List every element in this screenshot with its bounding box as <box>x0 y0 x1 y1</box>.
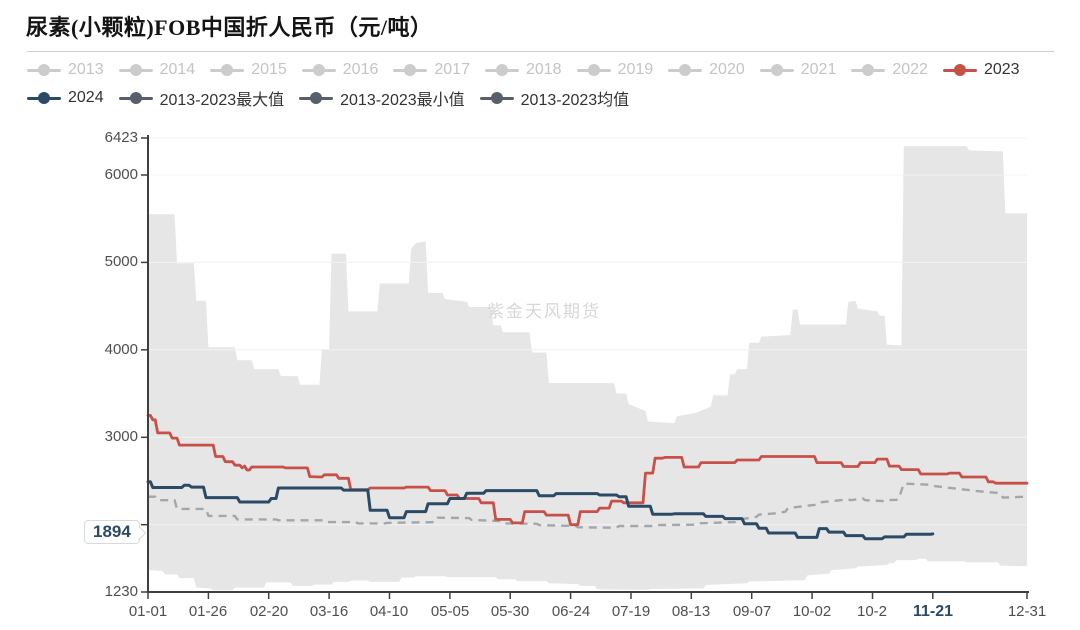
x-axis-label-04-10: 04-10 <box>369 603 409 620</box>
legend-line-dot-icon <box>301 64 336 76</box>
x-axis-label-05-05: 05-05 <box>430 603 470 620</box>
x-axis-label-03-16: 03-16 <box>309 603 349 620</box>
y-axis-label-4000: 4000 <box>104 341 138 358</box>
legend-line-dot-icon <box>851 64 886 76</box>
series-2023 <box>146 413 1029 527</box>
legend-line-dot-icon <box>668 64 703 76</box>
legend-item-2024[interactable]: 2024 <box>27 89 104 107</box>
legend-line-dot-icon <box>27 92 61 104</box>
x-axis-label-11-21: 11-21 <box>912 603 954 620</box>
legend-item-2021[interactable]: 2021 <box>759 61 837 79</box>
legend-line-dot-icon <box>393 64 428 76</box>
y-axis-label-6000: 6000 <box>104 166 138 183</box>
y-axis-label-6423: 6423 <box>104 129 138 146</box>
legend-label: 2021 <box>800 61 837 78</box>
legend-item-2020[interactable]: 2020 <box>668 61 745 79</box>
legend-label: 2017 <box>434 61 470 78</box>
legend-label: 2013 <box>68 61 104 78</box>
legend-label: 2013-2023最小值 <box>340 92 465 109</box>
title-divider <box>27 51 1054 52</box>
x-axis-label-05-30: 05-30 <box>490 603 530 620</box>
legend-label: 2018 <box>525 61 562 78</box>
x-axis-label-01-26: 01-26 <box>188 603 228 620</box>
legend-label: 2014 <box>159 61 196 78</box>
legend-item-2015[interactable]: 2015 <box>210 61 287 79</box>
y-axis-label-3000: 3000 <box>104 428 138 445</box>
legend-line-dot-icon <box>576 64 611 76</box>
legend-line-dot-icon <box>210 64 245 76</box>
legend-row-1: 2013 2014 2015 2016 2017 2018 2019 2020 2021 2022… <box>27 57 1070 83</box>
y-axis-label-5000: 5000 <box>104 253 138 270</box>
legend-line-dot-icon <box>299 92 334 104</box>
legend-item-2013-2023均值[interactable]: 2013-2023均值 <box>479 86 630 110</box>
chart-title: 尿素(小颗粒)FOB中国折人民币（元/吨） <box>26 15 433 40</box>
legend-line-dot-icon <box>118 92 153 104</box>
legend-item-2016[interactable]: 2016 <box>301 61 379 79</box>
x-axis-label-09-07: 09-07 <box>732 603 772 620</box>
legend-label: 2013-2023最大值 <box>159 92 285 109</box>
legend-item-2013[interactable]: 2013 <box>27 61 104 79</box>
x-axis-label-08-13: 08-13 <box>671 603 711 620</box>
legend-label: 2020 <box>709 61 745 78</box>
legend-item-2013-2023最小值[interactable]: 2013-2023最小值 <box>299 86 465 110</box>
legend-item-2019[interactable]: 2019 <box>576 61 654 79</box>
current-value-badge: 1894 <box>84 520 140 544</box>
legend-label: 2023 <box>983 61 1020 78</box>
x-axis-label-07-19: 07-19 <box>611 603 651 620</box>
legend-label: 2013-2023均值 <box>520 92 630 109</box>
x-axis-label-01-01: 01-01 <box>128 603 168 620</box>
x-axis-label-12-31: 12-31 <box>1007 603 1047 620</box>
legend-line-dot-icon <box>479 92 514 104</box>
legend-label: 2022 <box>892 61 928 78</box>
mean-line <box>148 482 1028 529</box>
legend-label: 2015 <box>251 61 287 78</box>
legend-item-2022[interactable]: 2022 <box>851 61 928 79</box>
legend-item-2023[interactable]: 2023 <box>942 61 1020 79</box>
legend-item-2018[interactable]: 2018 <box>484 61 562 79</box>
minmax-band <box>148 146 1027 591</box>
x-axis-label-06-24: 06-24 <box>551 603 591 620</box>
legend-label: 2019 <box>617 61 654 78</box>
legend-line-dot-icon <box>27 64 61 76</box>
legend-item-2014[interactable]: 2014 <box>118 61 196 79</box>
x-axis-label-02-20: 02-20 <box>249 603 289 620</box>
legend-line-dot-icon <box>759 64 794 76</box>
x-axis-label-10-2: 10-2 <box>856 603 888 620</box>
legend-label: 2024 <box>68 89 104 106</box>
legend-label: 2016 <box>342 61 379 78</box>
legend-row-2: 2024 2013-2023最大值 2013-2023最小值 2013-2023均值 <box>27 85 1070 111</box>
legend-item-2017[interactable]: 2017 <box>393 61 470 79</box>
legend-line-dot-icon <box>484 64 519 76</box>
legend-item-2013-2023最大值[interactable]: 2013-2023最大值 <box>118 86 285 110</box>
watermark: 紫金天风期货 <box>487 302 601 321</box>
x-axis-label-10-02: 10-02 <box>792 603 832 620</box>
legend-line-dot-icon <box>942 64 977 76</box>
y-axis-label-1230: 1230 <box>104 583 138 600</box>
legend-line-dot-icon <box>118 64 153 76</box>
series-2024 <box>146 480 935 541</box>
